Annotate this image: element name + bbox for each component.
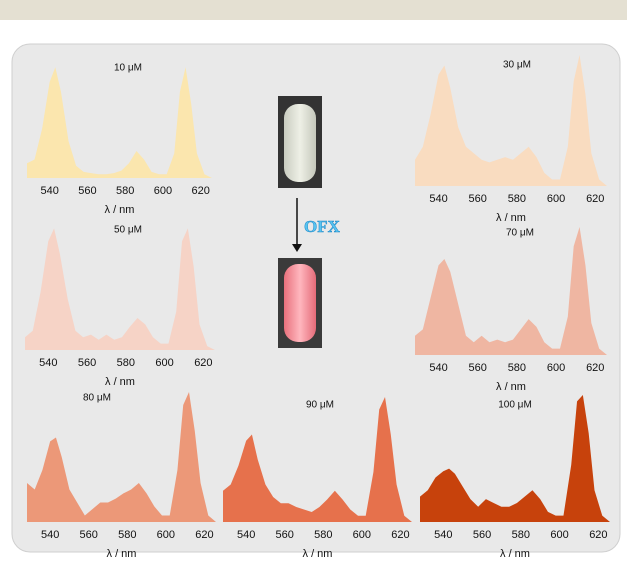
x-tick-label: 620: [391, 529, 409, 541]
spectrum-area: [223, 397, 412, 522]
x-tick-label: 600: [547, 362, 565, 374]
x-tick-label: 620: [191, 185, 209, 197]
panel-title: 70 μM: [506, 228, 534, 239]
x-tick-label: 580: [116, 185, 134, 197]
x-axis-label: λ / nm: [105, 204, 135, 216]
x-tick-label: 560: [78, 357, 96, 369]
x-axis-label: λ / nm: [105, 376, 135, 388]
x-tick-label: 540: [41, 529, 59, 541]
panel-title: 90 μM: [306, 400, 334, 411]
x-tick-label: 560: [473, 529, 491, 541]
x-axis-label: λ / nm: [496, 212, 526, 224]
x-tick-label: 580: [508, 362, 526, 374]
x-tick-label: 580: [117, 357, 135, 369]
spectrum-area: [415, 227, 607, 355]
x-tick-label: 560: [469, 193, 487, 205]
reagent-label: OFX: [304, 217, 341, 236]
x-tick-label: 600: [157, 529, 175, 541]
x-tick-label: 620: [589, 529, 607, 541]
spectrum-area: [25, 228, 215, 350]
panel-title: 50 μM: [114, 225, 142, 236]
x-tick-label: 620: [194, 357, 212, 369]
x-tick-label: 600: [154, 185, 172, 197]
x-tick-label: 540: [429, 193, 447, 205]
x-tick-label: 560: [80, 529, 98, 541]
spectrum-area: [27, 67, 212, 178]
x-tick-label: 540: [429, 362, 447, 374]
x-tick-label: 560: [276, 529, 294, 541]
panel-title: 10 μM: [114, 63, 142, 74]
x-axis-label: λ / nm: [107, 548, 137, 560]
x-tick-label: 540: [434, 529, 452, 541]
spectrum-area: [420, 395, 610, 522]
tube-before: [284, 104, 316, 182]
x-tick-label: 540: [40, 185, 58, 197]
x-tick-label: 620: [195, 529, 213, 541]
x-axis-label: λ / nm: [303, 548, 333, 560]
top-strip: [0, 0, 627, 20]
x-tick-label: 580: [118, 529, 136, 541]
x-tick-label: 580: [314, 529, 332, 541]
x-tick-label: 600: [353, 529, 371, 541]
spectrum-area: [415, 55, 607, 186]
x-tick-label: 560: [78, 185, 96, 197]
x-tick-label: 540: [39, 357, 57, 369]
x-tick-label: 580: [508, 193, 526, 205]
x-tick-label: 600: [155, 357, 173, 369]
x-axis-label: λ / nm: [500, 548, 530, 560]
x-tick-label: 600: [550, 529, 568, 541]
panel-title: 100 μM: [498, 400, 532, 411]
x-tick-label: 620: [586, 362, 604, 374]
x-axis-label: λ / nm: [496, 381, 526, 393]
panel-title: 30 μM: [503, 60, 531, 71]
x-tick-label: 620: [586, 193, 604, 205]
panel-title: 80 μM: [83, 393, 111, 404]
x-tick-label: 560: [469, 362, 487, 374]
tube-after: [284, 264, 316, 342]
x-tick-label: 600: [547, 193, 565, 205]
arrow-head: [292, 244, 302, 252]
spectrum-area: [27, 392, 216, 522]
x-tick-label: 580: [512, 529, 530, 541]
x-tick-label: 540: [237, 529, 255, 541]
